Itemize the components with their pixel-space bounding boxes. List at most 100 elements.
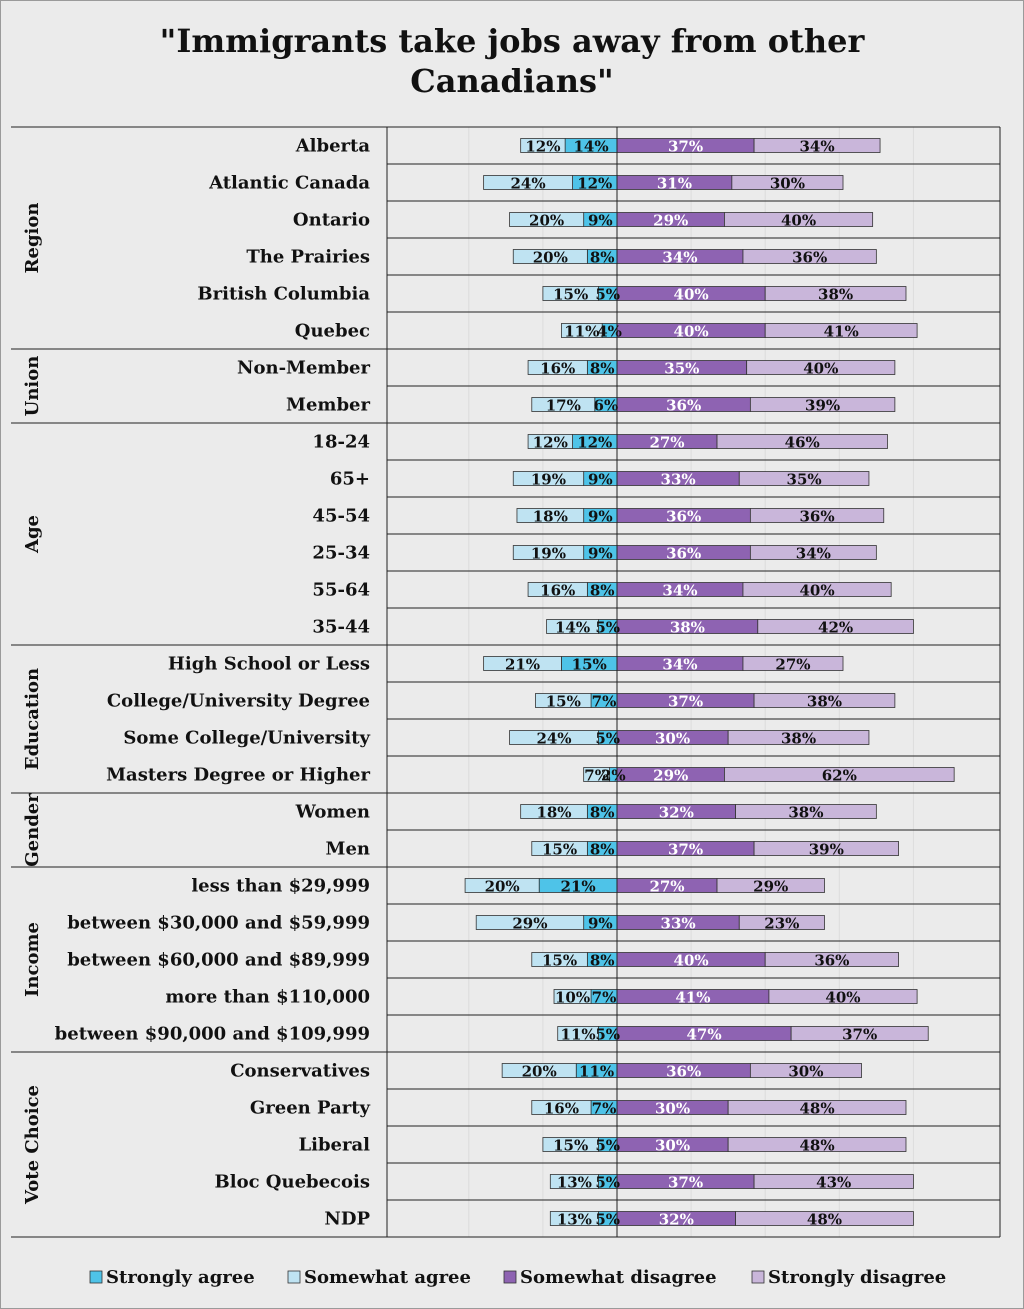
data-label: 15%: [542, 841, 577, 859]
data-label: 8%: [590, 360, 615, 378]
data-label: 13%: [557, 1174, 592, 1192]
bar-somewhat-agree: [512, 249, 588, 264]
data-label: 29%: [653, 212, 688, 230]
bar-strongly-disagree: [735, 1211, 914, 1226]
data-label: 37%: [668, 841, 703, 859]
bar-somewhat-agree: [520, 138, 566, 153]
data-label: 21%: [561, 878, 596, 896]
category-label: Non-Member: [237, 358, 370, 379]
data-label: 9%: [588, 212, 613, 230]
data-label: 35%: [787, 471, 822, 489]
data-label: 29%: [512, 915, 547, 933]
bar-strongly-disagree: [764, 952, 899, 967]
data-label: 6%: [594, 397, 619, 415]
data-label: 15%: [553, 286, 588, 304]
data-label: 30%: [770, 175, 805, 193]
data-label: 32%: [659, 804, 694, 822]
data-label: 27%: [649, 434, 684, 452]
data-label: 40%: [674, 952, 709, 970]
data-label: 9%: [588, 471, 613, 489]
data-label: 20%: [522, 1063, 557, 1081]
data-label: 11%: [579, 1063, 614, 1081]
data-label: 7%: [592, 1100, 617, 1118]
bar-somewhat-agree: [542, 286, 599, 301]
data-label: 30%: [655, 730, 690, 748]
data-label: 30%: [655, 1137, 690, 1155]
data-label: 37%: [668, 138, 703, 156]
data-label: 2%: [601, 767, 626, 785]
data-label: 34%: [662, 656, 697, 674]
bar-somewhat-agree: [531, 397, 596, 412]
data-label: 38%: [818, 286, 853, 304]
bar-somewhat-agree: [583, 767, 610, 782]
chart-title-line-1: "Immigrants take jobs away from other: [160, 22, 866, 60]
data-label: 36%: [666, 1063, 701, 1081]
data-label: 36%: [666, 397, 701, 415]
bar-somewhat-agree: [527, 434, 573, 449]
chart-title-line-2: Canadians": [410, 62, 613, 100]
data-label: 34%: [799, 138, 834, 156]
data-label: 40%: [674, 286, 709, 304]
data-label: 21%: [505, 656, 540, 674]
category-label: Atlantic Canada: [208, 173, 370, 194]
data-label: 27%: [775, 656, 810, 674]
data-label: 38%: [670, 619, 705, 637]
bar-strongly-disagree: [753, 841, 899, 856]
bar-strongly-disagree: [768, 989, 918, 1004]
legend-swatch: [503, 1270, 517, 1284]
bar-somewhat-agree: [509, 212, 585, 227]
bar-strongly-disagree: [738, 915, 825, 930]
data-label: 38%: [781, 730, 816, 748]
data-label: 5%: [595, 1026, 620, 1044]
data-label: 5%: [595, 286, 620, 304]
category-label: Quebec: [295, 321, 370, 342]
bar-somewhat-agree: [542, 1137, 599, 1152]
data-label: 37%: [842, 1026, 877, 1044]
bar-strongly-disagree: [731, 175, 844, 190]
bar-somewhat-agree: [464, 878, 540, 893]
category-label: British Columbia: [197, 284, 370, 305]
data-label: 36%: [666, 545, 701, 563]
category-label: more than $110,000: [165, 987, 370, 1008]
category-label: Bloc Quebecois: [215, 1172, 370, 1193]
data-label: 39%: [809, 841, 844, 859]
data-label: 41%: [824, 323, 859, 341]
data-label: 40%: [803, 360, 838, 378]
category-label: 25-34: [312, 543, 370, 564]
data-label: 8%: [590, 841, 615, 859]
legend-label: Somewhat disagree: [520, 1267, 717, 1288]
data-label: 29%: [653, 767, 688, 785]
data-label: 8%: [590, 249, 615, 267]
data-label: 19%: [531, 545, 566, 563]
data-label: 12%: [533, 434, 568, 452]
data-label: 14%: [555, 619, 590, 637]
bar-somewhat-agree: [512, 471, 585, 486]
legend-swatch: [89, 1270, 103, 1284]
data-label: 19%: [531, 471, 566, 489]
legend-label: Strongly disagree: [768, 1267, 946, 1288]
bar-strongly-disagree: [764, 286, 907, 301]
data-label: 34%: [662, 582, 697, 600]
bar-strongly-disagree: [742, 656, 844, 671]
group-label: Age: [22, 515, 43, 554]
data-label: 9%: [588, 915, 613, 933]
category-label: Alberta: [295, 136, 371, 157]
bar-strongly-disagree: [724, 212, 874, 227]
bar-somewhat-agree: [483, 656, 562, 671]
data-label: 40%: [781, 212, 816, 230]
data-label: 8%: [590, 582, 615, 600]
category-label: High School or Less: [168, 654, 370, 675]
data-label: 11%: [564, 323, 599, 341]
bar-strongly-disagree: [753, 1174, 914, 1189]
data-label: 5%: [595, 1174, 620, 1192]
category-label: Conservatives: [230, 1061, 370, 1082]
data-label: 8%: [590, 804, 615, 822]
data-label: 18%: [536, 804, 571, 822]
bar-strongly-disagree: [790, 1026, 929, 1041]
data-label: 5%: [595, 619, 620, 637]
group-label: Income: [22, 922, 43, 997]
bar-somewhat-agree: [483, 175, 573, 190]
data-label: 62%: [822, 767, 857, 785]
data-label: 5%: [595, 730, 620, 748]
category-label: less than $29,999: [191, 876, 370, 897]
